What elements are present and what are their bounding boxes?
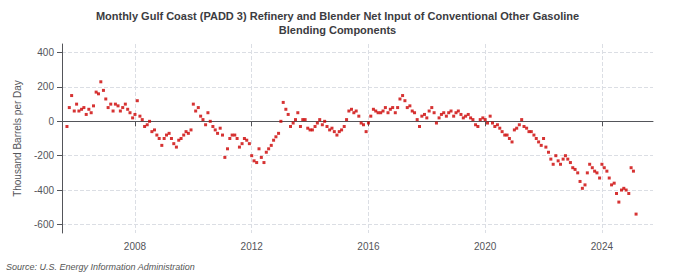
- svg-text:Thousand Barrels per Day: Thousand Barrels per Day: [12, 80, 23, 197]
- svg-text:-200: -200: [34, 150, 54, 161]
- svg-text:Blending Components: Blending Components: [279, 24, 396, 36]
- svg-text:Monthly Gulf Coast (PADD 3) Re: Monthly Gulf Coast (PADD 3) Refinery and…: [96, 10, 579, 22]
- svg-text:2024: 2024: [591, 241, 614, 252]
- svg-text:2008: 2008: [124, 241, 147, 252]
- svg-text:400: 400: [37, 47, 54, 58]
- svg-text:2020: 2020: [474, 241, 497, 252]
- svg-text:Source: U.S. Energy Informatio: Source: U.S. Energy Information Administ…: [6, 262, 195, 272]
- svg-text:2012: 2012: [241, 241, 264, 252]
- svg-text:-600: -600: [34, 219, 54, 230]
- svg-text:200: 200: [37, 81, 54, 92]
- svg-text:-400: -400: [34, 185, 54, 196]
- svg-text:0: 0: [48, 116, 54, 127]
- svg-text:2016: 2016: [357, 241, 380, 252]
